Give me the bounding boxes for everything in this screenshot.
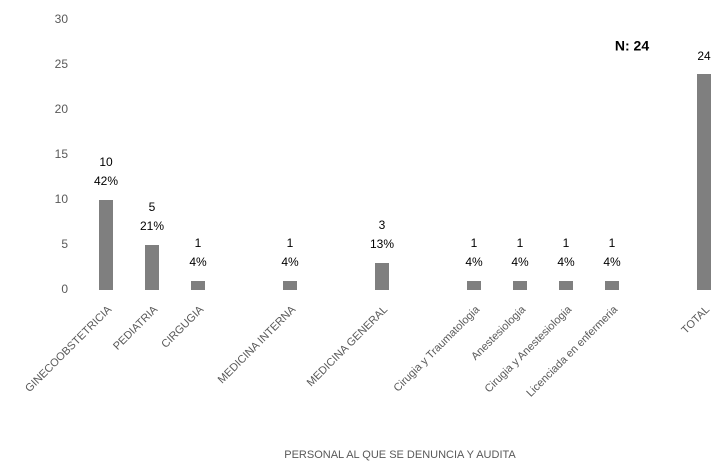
y-tick-label: 0 bbox=[61, 282, 68, 296]
x-tick-label: Cirugia y Traumatologia bbox=[392, 303, 483, 394]
y-tick-label: 10 bbox=[55, 192, 69, 206]
percent-label: 4% bbox=[557, 255, 575, 269]
bar bbox=[513, 281, 527, 290]
x-axis-label: PERSONAL AL QUE SE DENUNCIA Y AUDITA bbox=[284, 449, 516, 461]
percent-label: 4% bbox=[189, 255, 207, 269]
percent-label: 42% bbox=[94, 174, 118, 188]
data-label: 1 bbox=[287, 236, 294, 250]
data-label: 1 bbox=[471, 236, 478, 250]
x-tick-label: PEDIATRIA bbox=[111, 303, 160, 352]
percent-label: 4% bbox=[603, 255, 621, 269]
y-tick-label: 5 bbox=[61, 237, 68, 251]
y-tick-label: 15 bbox=[55, 147, 69, 161]
y-tick-label: 25 bbox=[55, 57, 69, 71]
percent-label: 4% bbox=[281, 255, 299, 269]
bar bbox=[697, 74, 711, 290]
bar bbox=[375, 263, 389, 290]
data-label: 1 bbox=[517, 236, 524, 250]
chart-title: N: 24 bbox=[615, 38, 649, 54]
bar bbox=[191, 281, 205, 290]
bar bbox=[145, 245, 159, 290]
bar bbox=[605, 281, 619, 290]
data-label: 5 bbox=[149, 200, 156, 214]
x-tick-label: CIRGUGIA bbox=[159, 303, 206, 350]
x-tick-label: TOTAL bbox=[679, 304, 711, 337]
bar bbox=[559, 281, 573, 290]
percent-label: 4% bbox=[465, 255, 483, 269]
bar bbox=[283, 281, 297, 290]
percent-label: 13% bbox=[370, 237, 394, 251]
bar bbox=[99, 200, 113, 290]
x-tick-label: MEDICINA INTERNA bbox=[216, 303, 299, 386]
data-label: 1 bbox=[609, 236, 616, 250]
x-tick-label: Cirugia y Anestesiologia bbox=[483, 303, 575, 395]
data-label: 1 bbox=[195, 236, 202, 250]
x-tick-label: Licenciada en enfermeria bbox=[524, 303, 620, 399]
data-label: 1 bbox=[563, 236, 570, 250]
y-tick-label: 20 bbox=[55, 102, 69, 116]
data-label: 10 bbox=[99, 155, 113, 169]
percent-label: 21% bbox=[140, 219, 164, 233]
bar bbox=[467, 281, 481, 290]
percent-label: 4% bbox=[511, 255, 529, 269]
x-tick-label: MEDICINA GENERAL bbox=[305, 304, 390, 389]
data-label: 3 bbox=[379, 218, 386, 232]
x-tick-label: GINECOOBSTETRICIA bbox=[23, 303, 114, 394]
data-label: 24 bbox=[697, 49, 711, 63]
y-tick-label: 30 bbox=[55, 12, 69, 26]
